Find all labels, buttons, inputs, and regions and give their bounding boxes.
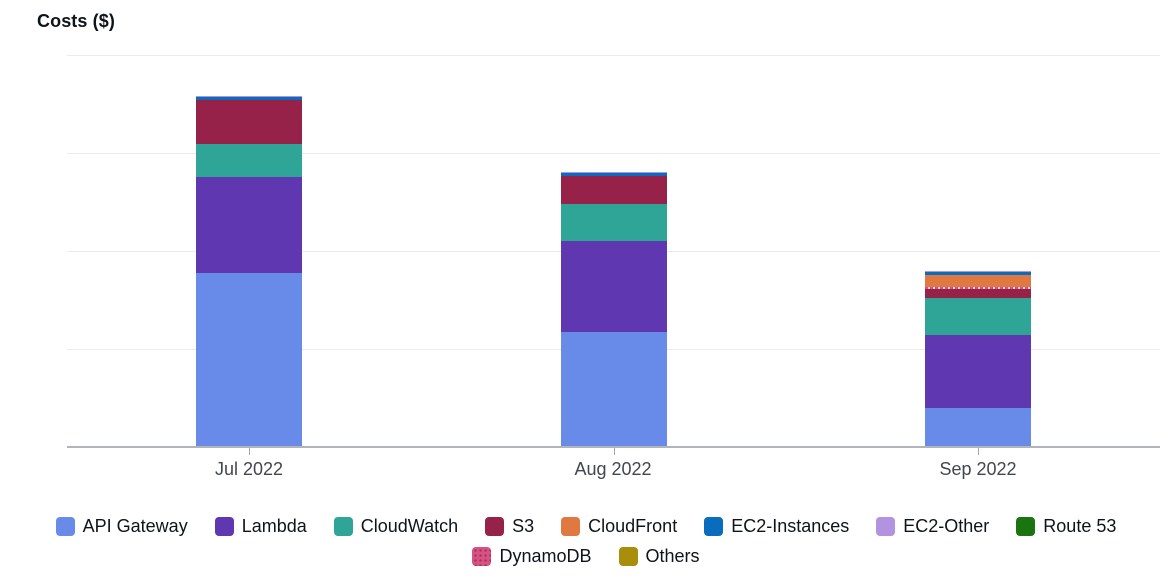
- legend-label: CloudFront: [588, 515, 678, 536]
- gridline: [67, 153, 1160, 154]
- legend-row: API Gateway Lambda CloudWatch S3 CloudFront E…: [0, 516, 1172, 536]
- legend-swatch-dynamodb: [472, 546, 492, 566]
- legend-item-cloudwatch[interactable]: CloudWatch: [333, 515, 459, 537]
- bar-segment-cloudwatch[interactable]: [196, 144, 302, 177]
- bar-segment-ec2-other[interactable]: [561, 172, 667, 173]
- bar-segment-lambda[interactable]: [196, 177, 302, 273]
- bar-segment-api-gateway[interactable]: [196, 273, 302, 446]
- legend-item-ec2-other[interactable]: EC2-Other: [876, 516, 989, 537]
- x-axis-label-jul: Jul 2022: [214, 459, 284, 479]
- gridline: [67, 55, 1160, 56]
- legend-item-others[interactable]: Others: [618, 545, 700, 567]
- x-axis-line: [67, 446, 1160, 448]
- legend-swatch-s3: [485, 516, 505, 536]
- bar-segment-ec2-instances[interactable]: [561, 173, 667, 176]
- legend-label: Lambda: [241, 515, 307, 536]
- bar-segment-s3[interactable]: [561, 176, 667, 204]
- x-axis-label-aug: Aug 2022: [574, 459, 652, 479]
- legend-swatch-ec2-other: [876, 516, 896, 536]
- legend-label: Others: [645, 545, 700, 566]
- legend-label: Route 53: [1043, 515, 1117, 536]
- bar-segment-cloudfront[interactable]: [925, 275, 1031, 287]
- legend-swatch-others: [618, 546, 638, 566]
- x-axis-tick: [614, 448, 615, 455]
- bar-segment-ec2-other[interactable]: [196, 96, 302, 97]
- legend-item-lambda[interactable]: Lambda: [214, 515, 307, 537]
- chart-title: Costs ($): [37, 11, 115, 31]
- legend-item-dynamodb[interactable]: DynamoDB: [472, 545, 592, 567]
- legend-swatch-cloudfront: [561, 516, 581, 536]
- legend-item-s3[interactable]: S3: [485, 516, 534, 537]
- legend-label: EC2-Instances: [731, 515, 850, 536]
- legend-swatch-cloudwatch: [333, 516, 353, 536]
- x-axis-tick: [978, 448, 979, 455]
- legend-label: S3: [512, 515, 535, 536]
- legend: API Gateway Lambda CloudWatch S3 CloudFront E…: [0, 516, 1172, 566]
- bar-sep-2022[interactable]: [925, 271, 1031, 446]
- x-axis-tick: [249, 448, 250, 455]
- legend-item-api-gateway[interactable]: API Gateway: [55, 515, 188, 537]
- bar-aug-2022[interactable]: [561, 172, 667, 446]
- bar-segment-s3[interactable]: [925, 289, 1031, 298]
- bar-segment-dynamodb[interactable]: [925, 287, 1031, 289]
- legend-item-route-53[interactable]: Route 53: [1016, 516, 1116, 537]
- x-axis-label-sep: Sep 2022: [939, 459, 1017, 479]
- legend-label: EC2-Other: [903, 515, 990, 536]
- legend-row: DynamoDB Others: [0, 546, 1172, 566]
- bar-segment-ec2-instances[interactable]: [925, 272, 1031, 275]
- legend-swatch-route-53: [1016, 516, 1036, 536]
- legend-label: CloudWatch: [360, 515, 459, 536]
- bar-segment-lambda[interactable]: [925, 335, 1031, 408]
- bar-jul-2022[interactable]: [196, 96, 302, 446]
- legend-item-cloudfront[interactable]: CloudFront: [561, 516, 677, 537]
- legend-swatch-lambda: [214, 516, 234, 536]
- legend-swatch-ec2-instances: [704, 516, 724, 536]
- legend-item-ec2-instances[interactable]: EC2-Instances: [704, 516, 849, 537]
- bar-segment-cloudwatch[interactable]: [561, 204, 667, 241]
- bar-segment-ec2-instances[interactable]: [196, 97, 302, 100]
- legend-swatch-api-gateway: [55, 516, 75, 536]
- bar-segment-cloudwatch[interactable]: [925, 298, 1031, 335]
- bar-segment-ec2-other[interactable]: [925, 271, 1031, 272]
- bar-segment-s3[interactable]: [196, 100, 302, 144]
- bar-segment-api-gateway[interactable]: [925, 408, 1031, 446]
- legend-label: API Gateway: [82, 515, 188, 536]
- bar-segment-lambda[interactable]: [561, 241, 667, 332]
- legend-label: DynamoDB: [499, 545, 592, 566]
- bar-segment-api-gateway[interactable]: [561, 332, 667, 446]
